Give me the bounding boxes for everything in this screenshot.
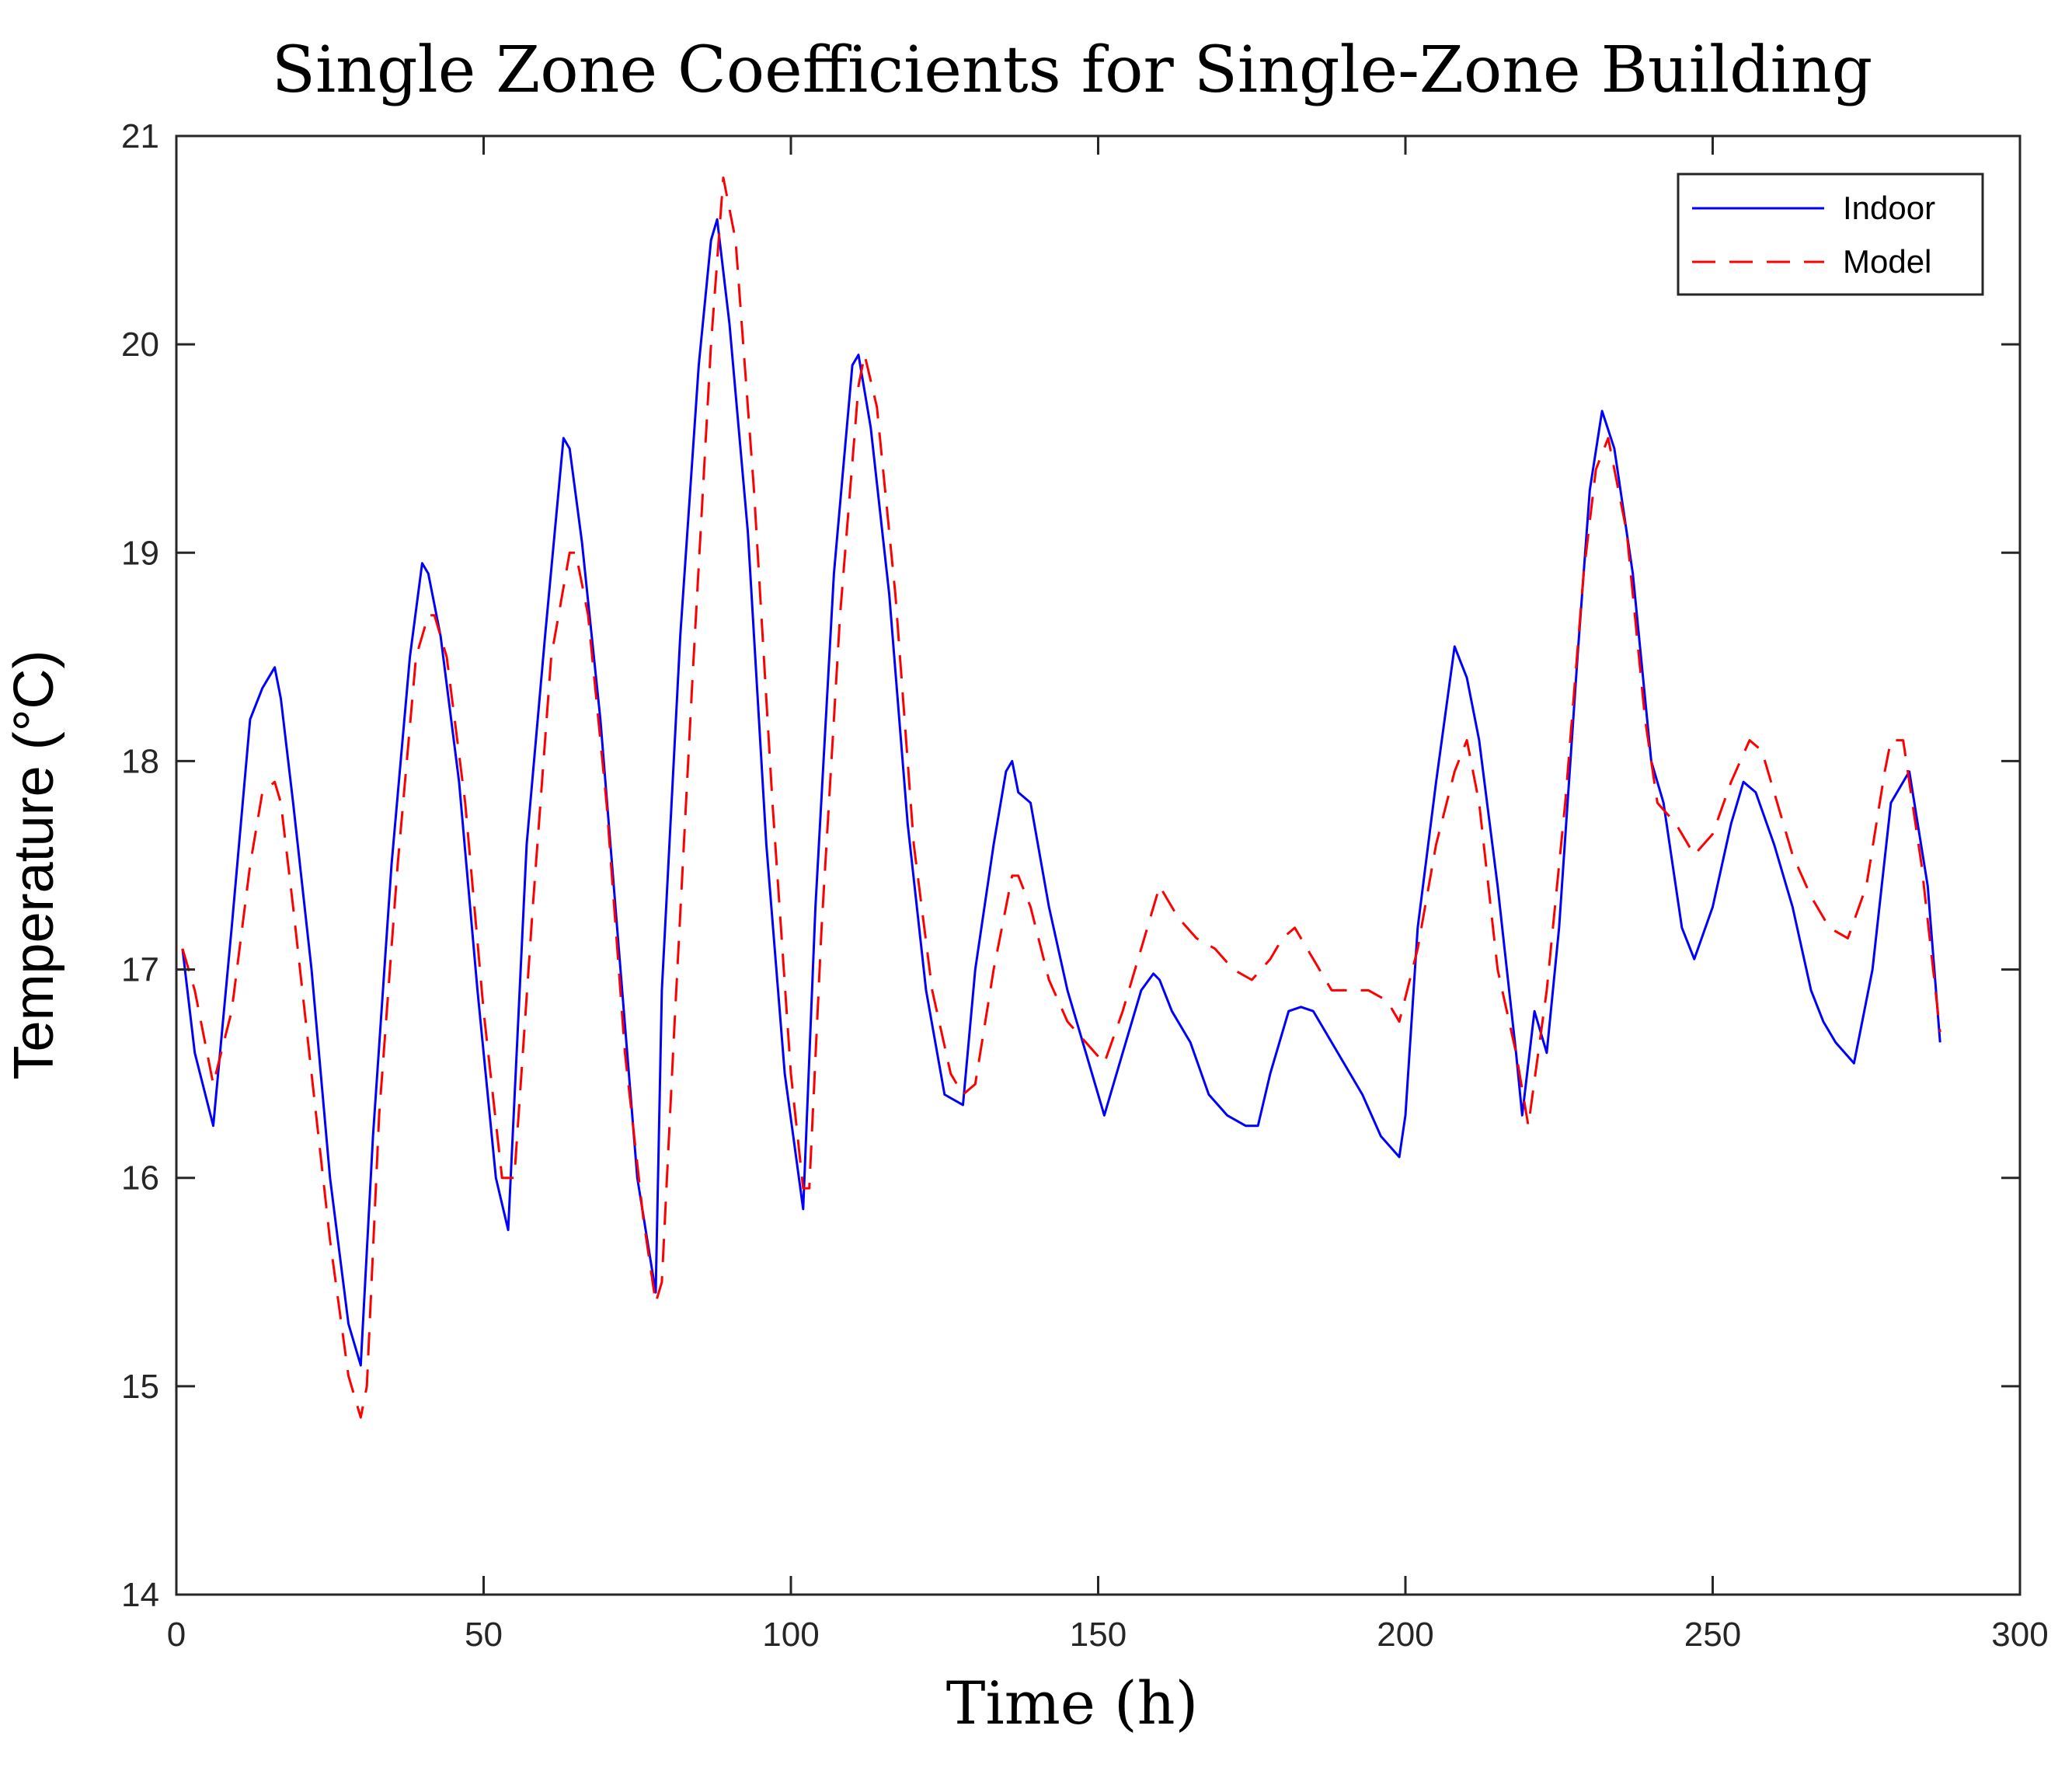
x-tick-label: 50 xyxy=(465,1616,503,1654)
legend-indoor-label: Indoor xyxy=(1843,190,1935,226)
plot-area xyxy=(176,136,2020,1595)
x-tick-label: 100 xyxy=(762,1616,819,1654)
legend: Indoor Model xyxy=(1677,173,1984,296)
x-axis-label: Time (h) xyxy=(946,1668,1198,1738)
series-line-model xyxy=(181,176,1941,1419)
y-tick-label: 21 xyxy=(121,117,159,155)
x-tick-label: 250 xyxy=(1684,1616,1741,1654)
y-tick-label: 15 xyxy=(121,1368,159,1406)
y-tick-label: 16 xyxy=(121,1159,159,1198)
y-axis-label: Temperature (°C) xyxy=(3,650,65,1080)
x-tick-label: 0 xyxy=(167,1616,186,1654)
y-tick-label: 19 xyxy=(121,534,159,572)
x-tick-label: 150 xyxy=(1070,1616,1127,1654)
series-layer xyxy=(181,176,1941,1419)
legend-box xyxy=(1677,173,1984,296)
x-tick-label: 200 xyxy=(1377,1616,1433,1654)
y-tick-label: 20 xyxy=(121,326,159,364)
legend-model-label: Model xyxy=(1843,243,1931,280)
chart-title: Single Zone Coefficients for Single-Zone… xyxy=(272,33,1872,107)
x-tick-label: 300 xyxy=(1991,1616,2048,1654)
y-tick-label: 17 xyxy=(121,951,159,989)
y-tick-label: 14 xyxy=(121,1576,159,1614)
series-line-indoor xyxy=(181,218,1941,1367)
y-tick-label: 18 xyxy=(121,742,159,780)
axes-layer: 0 50 100 150 200 250 300 14 15 16 17 18 19 20 21 xyxy=(121,117,2049,1654)
